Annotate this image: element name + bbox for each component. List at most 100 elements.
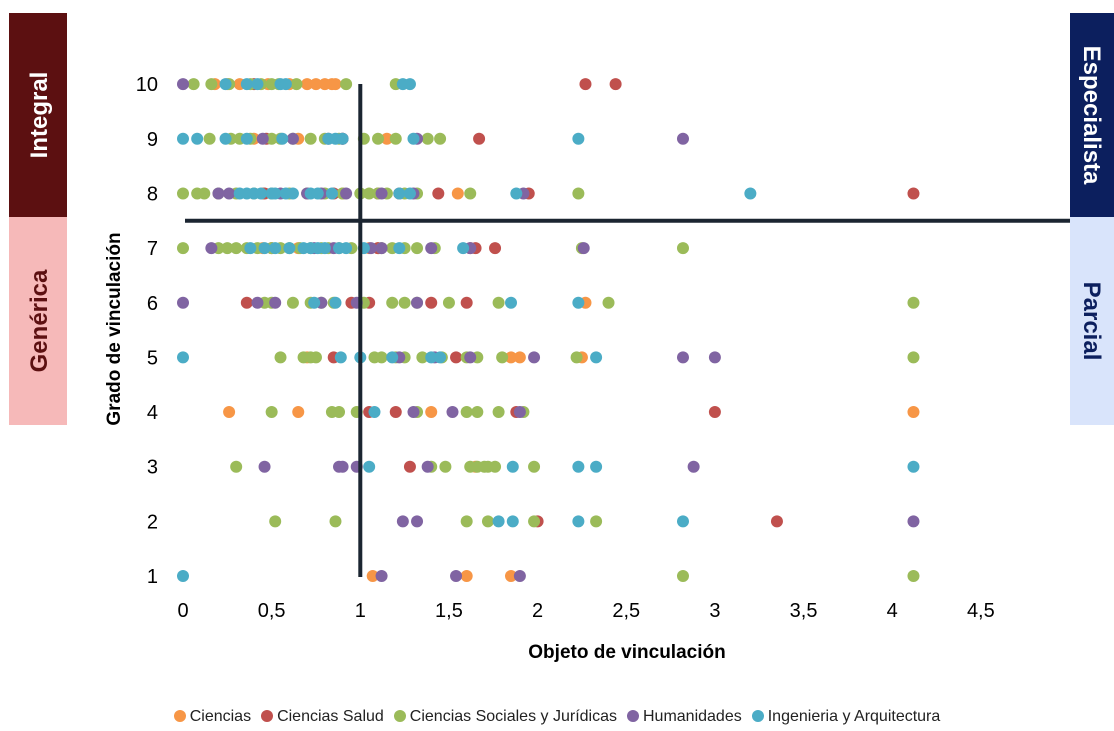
data-point: [258, 242, 271, 255]
data-point: [432, 187, 445, 200]
legend: Ciencias Ciencias Salud Ciencias Sociales …: [0, 708, 1114, 726]
data-point: [513, 351, 526, 364]
data-point: [290, 78, 303, 91]
data-point: [366, 570, 379, 582]
data-point: [203, 132, 216, 145]
data-point: [907, 296, 920, 309]
data-point: [396, 515, 409, 528]
scatter-chart: Integral Genérica Especialista Parcial 1…: [9, 13, 1114, 663]
data-point: [309, 78, 322, 91]
data-point: [708, 351, 721, 364]
data-point: [425, 242, 438, 255]
legend-marker: [751, 710, 764, 722]
data-point: [191, 132, 204, 145]
x-tick-label: 4,5: [967, 600, 995, 622]
legend-label: Ciencias: [189, 708, 252, 725]
legend-item: Ciencias Sociales y Jurídicas: [393, 708, 617, 726]
data-point: [403, 187, 416, 200]
data-point: [572, 296, 585, 309]
y-tick-label: 8: [147, 183, 158, 205]
legend-item: Ingenieria y Arquitectura: [751, 708, 940, 726]
data-point: [506, 460, 519, 473]
data-point: [177, 296, 189, 309]
data-point: [309, 351, 322, 364]
data-point: [251, 296, 264, 309]
data-point: [907, 515, 920, 528]
data-point: [572, 132, 585, 145]
data-point: [416, 351, 429, 364]
data-point: [340, 187, 353, 200]
data-point: [505, 296, 518, 309]
y-axis-title: Grado de vinculación: [104, 232, 125, 425]
data-point: [340, 78, 353, 91]
data-points: [177, 78, 920, 582]
data-point: [304, 132, 317, 145]
data-point: [450, 351, 463, 364]
data-point: [375, 242, 388, 255]
data-point: [528, 515, 541, 528]
data-point: [311, 187, 324, 200]
data-point: [425, 296, 438, 309]
y-tick-label: 4: [147, 402, 158, 424]
data-point: [411, 296, 424, 309]
quadrant-label-text: Especialista: [1078, 46, 1105, 185]
reference-lines: [185, 84, 1070, 577]
data-point: [240, 296, 253, 309]
data-point: [274, 351, 287, 364]
data-point: [907, 187, 920, 200]
legend-marker: [261, 710, 274, 722]
data-point: [205, 78, 218, 91]
data-point: [489, 460, 502, 473]
data-point: [407, 132, 420, 145]
data-point: [425, 406, 438, 419]
data-point: [708, 406, 721, 419]
y-tick-label: 10: [136, 74, 158, 96]
data-point: [464, 187, 477, 200]
data-point: [572, 187, 585, 200]
data-point: [205, 242, 218, 255]
data-point: [375, 351, 388, 364]
data-point: [177, 132, 189, 145]
x-axis-title: Objeto de vinculación: [528, 642, 725, 663]
data-point: [602, 296, 615, 309]
data-point: [460, 406, 473, 419]
data-point: [528, 460, 541, 473]
y-tick-label: 5: [147, 347, 158, 369]
data-point: [907, 351, 920, 364]
y-tick-label: 7: [147, 238, 158, 260]
data-point: [380, 132, 393, 145]
data-point: [177, 351, 189, 364]
data-point: [460, 515, 473, 528]
data-point: [329, 78, 342, 91]
data-point: [464, 351, 477, 364]
data-point: [450, 570, 463, 582]
data-point: [907, 460, 920, 473]
data-point: [283, 242, 296, 255]
data-point: [286, 296, 299, 309]
data-point: [221, 242, 234, 255]
data-point: [407, 406, 420, 419]
data-point: [340, 242, 353, 255]
quadrant-label-bottom-left: Genérica: [9, 217, 67, 425]
data-point: [590, 515, 603, 528]
x-tick-label: 1,5: [435, 600, 463, 622]
y-tick-label: 2: [147, 511, 158, 533]
data-point: [187, 78, 200, 91]
data-point: [177, 242, 189, 255]
data-point: [256, 132, 269, 145]
legend-item: Ciencias: [173, 708, 252, 726]
data-point: [451, 187, 464, 200]
y-tick-label: 6: [147, 293, 158, 315]
data-point: [269, 515, 282, 528]
data-point: [460, 570, 473, 582]
data-point: [308, 296, 321, 309]
data-point: [336, 460, 349, 473]
data-point: [363, 187, 376, 200]
legend-marker: [393, 710, 406, 722]
data-point: [572, 515, 585, 528]
data-point: [279, 78, 292, 91]
data-point: [301, 78, 314, 91]
data-point: [372, 132, 385, 145]
data-point: [907, 570, 920, 582]
data-point: [434, 351, 447, 364]
